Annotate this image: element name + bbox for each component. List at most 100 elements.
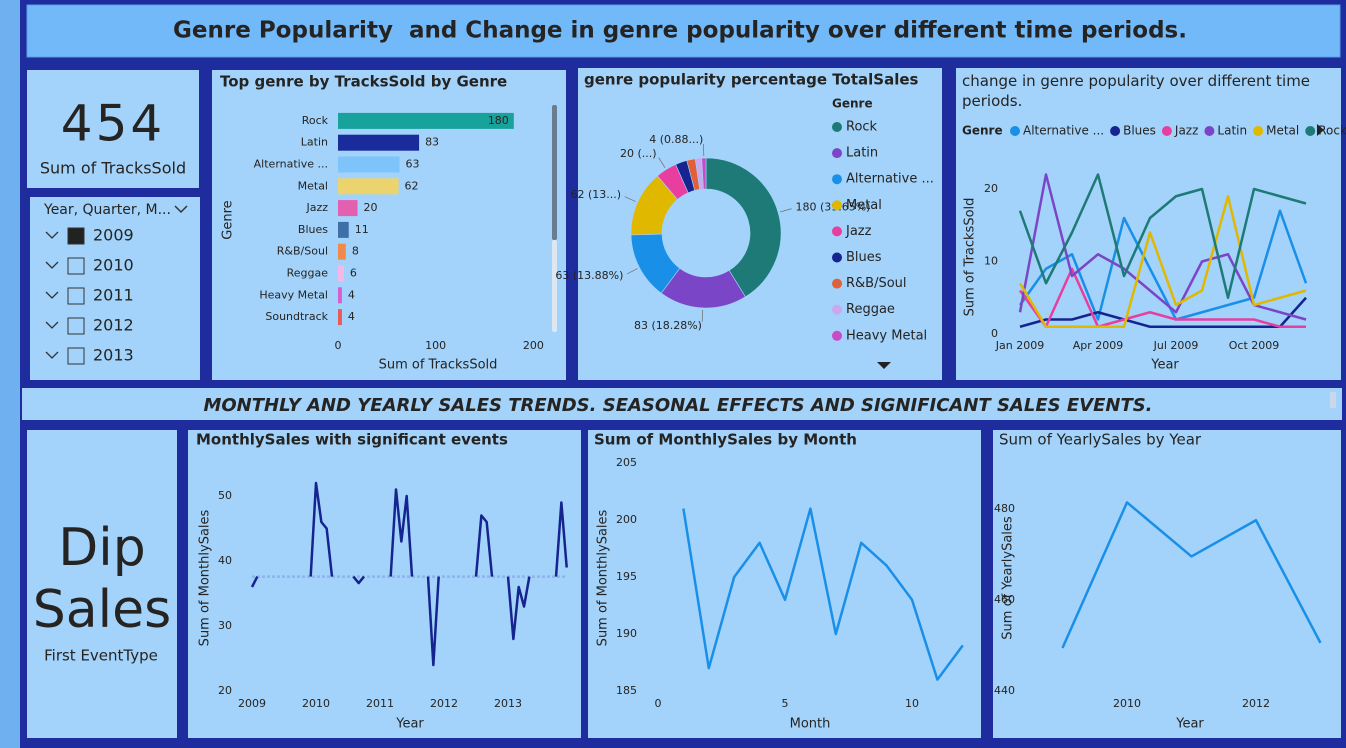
- year-panel: [993, 430, 1341, 738]
- data-label: 6: [350, 267, 357, 280]
- y-axis-label: Genre: [221, 200, 236, 239]
- legend-label[interactable]: Blues: [846, 250, 882, 265]
- x-tick-label: 2012: [1242, 697, 1270, 710]
- slicer-checkbox[interactable]: [67, 317, 85, 335]
- chart-title: Top genre by TracksSold by Genre: [220, 73, 507, 91]
- legend-label[interactable]: Blues: [1123, 124, 1156, 138]
- scrollbar[interactable]: [552, 105, 557, 240]
- header-panel: [26, 4, 1341, 58]
- bar: [338, 134, 420, 151]
- card-panel: [27, 70, 199, 188]
- y-tick-label: 30: [218, 619, 232, 632]
- data-label: 8: [352, 245, 359, 258]
- legend-label[interactable]: Jazz: [845, 224, 872, 239]
- x-tick-label: Oct 2009: [1229, 339, 1280, 352]
- y-tick-label: 185: [616, 684, 637, 697]
- slicer-chevron[interactable]: [174, 205, 188, 214]
- legend-label[interactable]: Heavy Metal: [846, 328, 927, 343]
- legend-title: Genre: [832, 97, 873, 111]
- slicer-checkbox[interactable]: [67, 257, 85, 275]
- x-tick-label: 0: [655, 697, 662, 710]
- leader-line: [701, 309, 704, 322]
- y-tick-label: 0: [991, 327, 998, 340]
- x-tick-label: 2010: [1113, 697, 1141, 710]
- bar: [338, 200, 358, 217]
- legend-label[interactable]: Alternative ...: [1023, 124, 1104, 138]
- y-axis-label: Sum of TracksSold: [963, 198, 978, 317]
- bar: [338, 265, 344, 282]
- legend-label[interactable]: Reggae: [846, 302, 895, 317]
- legend-swatch: [832, 122, 842, 132]
- legend-label[interactable]: Rock: [1318, 124, 1346, 138]
- leader-line: [626, 268, 638, 275]
- legend-swatch: [832, 252, 842, 263]
- legend-swatch: [1204, 126, 1215, 136]
- legend-label[interactable]: R&B/Soul: [846, 276, 907, 291]
- legend-swatch: [1110, 126, 1121, 136]
- chart-title: genre popularity percentage TotalSales: [584, 71, 919, 89]
- chart-title: Sum of YearlySales by Year: [999, 431, 1202, 449]
- legend-label[interactable]: Latin: [1217, 124, 1247, 138]
- legend-label[interactable]: Latin: [846, 146, 878, 161]
- side-strip: [0, 0, 20, 748]
- donut-slice: [701, 157, 707, 190]
- leader-line: [779, 208, 792, 213]
- x-axis-label: Year: [1150, 358, 1179, 373]
- legend-label[interactable]: Metal: [1266, 124, 1299, 138]
- y-tick-label: 205: [616, 456, 637, 469]
- x-tick-label: 2011: [366, 697, 394, 710]
- line-series: [1018, 173, 1307, 321]
- legend-title: Genre: [962, 124, 1003, 138]
- line-series: [1018, 195, 1307, 328]
- slicer-checkbox[interactable]: [67, 227, 85, 245]
- data-label: 20: [364, 201, 378, 214]
- y-tick-label: 190: [616, 627, 637, 640]
- bar: [338, 156, 400, 173]
- card-panel: [27, 430, 177, 738]
- data-label: 62 (13...): [571, 188, 622, 201]
- legend-swatch: [1305, 126, 1316, 136]
- data-label: 62: [405, 179, 419, 192]
- slicer-checkbox[interactable]: [67, 347, 85, 365]
- scroll-thumb[interactable]: [1330, 392, 1336, 408]
- legend-swatch: [832, 330, 842, 341]
- data-label: 4: [348, 288, 355, 301]
- slicer-checkbox[interactable]: [67, 287, 85, 305]
- month-panel: [588, 430, 981, 738]
- slicer-expand[interactable]: [45, 351, 59, 359]
- y-tick-label: 460: [994, 593, 1015, 606]
- y-tick-label: Soundtrack: [265, 310, 328, 323]
- line-series: [1019, 296, 1307, 328]
- legend-swatch: [832, 174, 842, 185]
- header-title: Genre Popularity and Change in genre pop…: [173, 18, 1187, 44]
- data-label: 63 (13.88%): [555, 269, 623, 282]
- slicer-expand[interactable]: [45, 261, 59, 269]
- legend-swatch: [832, 148, 842, 159]
- legend-more[interactable]: [877, 362, 891, 369]
- legend-label[interactable]: Rock: [846, 120, 878, 135]
- y-tick-label: Metal: [298, 179, 328, 192]
- legend-label[interactable]: Metal: [846, 198, 882, 213]
- y-tick-label: Latin: [301, 136, 328, 149]
- x-tick-label: Jan 2009: [995, 339, 1044, 352]
- slicer-expand[interactable]: [45, 231, 59, 239]
- bar: [338, 178, 399, 195]
- card-label: First EventType: [44, 647, 158, 665]
- y-tick-label: R&B/Soul: [277, 245, 328, 258]
- slicer-expand[interactable]: [45, 291, 59, 299]
- section-panel: [22, 388, 1342, 420]
- line-series: [1018, 173, 1307, 299]
- y-tick-label: Heavy Metal: [259, 288, 328, 301]
- line-series: [682, 507, 964, 681]
- x-tick-label: 2010: [302, 697, 330, 710]
- legend-label[interactable]: Alternative ...: [846, 172, 934, 187]
- legend-next[interactable]: [1317, 124, 1324, 136]
- donut-slice: [705, 157, 782, 298]
- slicer-expand[interactable]: [45, 321, 59, 329]
- y-axis-label: Sum of MonthlySales: [198, 509, 213, 646]
- y-axis-label: Sum of MonthlySales: [596, 509, 611, 646]
- y-tick-label: 440: [994, 684, 1015, 697]
- data-label: 180: [488, 114, 509, 127]
- y-tick-label: Alternative ...: [254, 158, 328, 171]
- legend-label[interactable]: Jazz: [1174, 124, 1199, 138]
